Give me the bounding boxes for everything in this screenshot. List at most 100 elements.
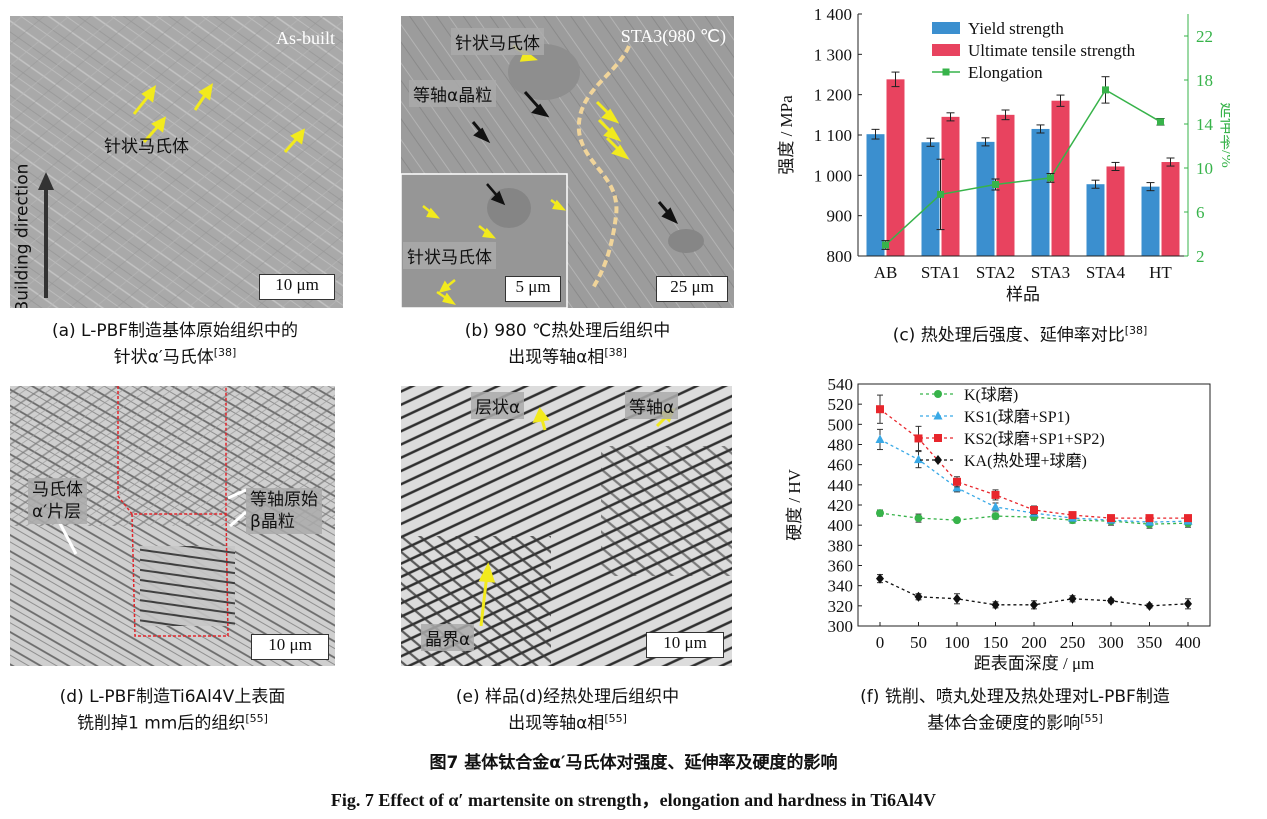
as-built-label: As-built bbox=[275, 28, 335, 48]
elongation-point-2 bbox=[992, 181, 999, 188]
chart-f: 3003203403603804004204404604805005205400… bbox=[785, 375, 1211, 672]
point-2-0 bbox=[876, 405, 884, 414]
ytick-label-3: 1 100 bbox=[814, 126, 852, 145]
point-3-7 bbox=[1145, 600, 1154, 611]
point-3-5 bbox=[1068, 593, 1077, 604]
point-3-1 bbox=[914, 591, 923, 602]
caption-b-line1: (b) 980 ℃热处理后组织中 bbox=[464, 321, 671, 341]
caption-f-line2: 基体合金硬度的影响 bbox=[927, 713, 1081, 734]
f-xtick-label-3: 150 bbox=[983, 633, 1009, 652]
f-xtick-label-2: 100 bbox=[944, 633, 970, 652]
y2tick-label-2: 10 bbox=[1196, 159, 1213, 178]
f-ytick-label-12: 540 bbox=[828, 375, 854, 394]
y2tick-label-4: 18 bbox=[1196, 71, 1213, 90]
caption-c-line1: (c) 热处理后强度、延伸率对比 bbox=[892, 325, 1125, 346]
grain-boundary-alpha-label: 晶界α bbox=[421, 624, 475, 651]
micrograph-e-texture bbox=[401, 386, 732, 666]
f-legend-label-2: KS2(球磨+SP1+SP2) bbox=[964, 430, 1105, 448]
elongation-point-3 bbox=[1047, 174, 1054, 182]
f-ytick-label-10: 500 bbox=[828, 415, 854, 434]
point-2-8 bbox=[1184, 514, 1192, 523]
f-legend-marker-3 bbox=[934, 455, 942, 465]
point-2-7 bbox=[1145, 514, 1154, 523]
f-ytick-label-8: 460 bbox=[828, 456, 854, 475]
caption-f-line1: (f) 铣削、喷丸处理及热处理对L-PBF制造 bbox=[860, 687, 1170, 707]
elongation-point-5 bbox=[1157, 118, 1164, 126]
f-ytick-label-3: 360 bbox=[828, 557, 854, 576]
point-1-1 bbox=[914, 454, 923, 464]
caption-f: (f) 铣削、喷丸处理及热处理对L-PBF制造 基体合金硬度的影响[55] bbox=[775, 686, 1255, 735]
caption-f-ref: [55] bbox=[1080, 712, 1103, 725]
f-xtick-label-5: 250 bbox=[1060, 633, 1086, 652]
f-xtick-label-6: 300 bbox=[1098, 633, 1124, 652]
prior-beta-grain-line1: 等轴原始 bbox=[250, 490, 318, 510]
bar-yield-0 bbox=[866, 134, 885, 256]
f-legend-label-1: KS1(球磨+SP1) bbox=[964, 408, 1070, 426]
point-1-3 bbox=[991, 502, 1000, 511]
scale-bar-a: 10 μm bbox=[259, 274, 335, 300]
point-2-4 bbox=[1030, 506, 1038, 515]
point-3-2 bbox=[953, 593, 961, 604]
point-3-8 bbox=[1184, 598, 1192, 609]
f-legend-label-3: KA(热处理+球磨) bbox=[964, 452, 1087, 470]
legend-label-elongation: Elongation bbox=[968, 63, 1043, 82]
caption-b-ref: [38] bbox=[604, 346, 627, 359]
y2tick-label-3: 14 bbox=[1196, 115, 1214, 134]
point-2-2 bbox=[953, 477, 961, 486]
scale-bar-b-label: 25 μm bbox=[670, 277, 714, 296]
bar-yield-2 bbox=[976, 141, 995, 256]
inset-scale-bar: 5 μm bbox=[505, 276, 561, 302]
f-ytick-label-4: 380 bbox=[828, 536, 854, 555]
caption-c-ref: [38] bbox=[1124, 324, 1148, 337]
caption-e-line2: 出现等轴α相 bbox=[508, 713, 605, 734]
xtick-label-2: STA2 bbox=[976, 263, 1015, 282]
f-legend-marker-1 bbox=[933, 411, 943, 420]
bar-uts-5 bbox=[1161, 162, 1180, 256]
ytick-label-2: 1 000 bbox=[814, 166, 852, 185]
needle-martensite-label-a: 针状马氏体 bbox=[104, 137, 189, 157]
f-xtick-label-7: 350 bbox=[1137, 633, 1163, 652]
bar-uts-0 bbox=[886, 79, 905, 256]
point-2-1 bbox=[914, 434, 923, 443]
f-y-axis-title: 硬度 / HV bbox=[785, 468, 804, 540]
needle-martensite-label-b: 针状马氏体 bbox=[451, 28, 544, 55]
caption-e-line1: (e) 样品(d)经热处理后组织中 bbox=[455, 687, 680, 707]
scale-bar-b: 25 μm bbox=[656, 276, 728, 302]
scale-bar-a-label: 10 μm bbox=[275, 275, 319, 294]
legend-label-uts: Ultimate tensile strength bbox=[968, 41, 1136, 60]
prior-beta-grain-label: 等轴原始 β晶粒 bbox=[246, 488, 322, 534]
legend-label-yield: Yield strength bbox=[968, 19, 1064, 38]
ytick-label-0: 800 bbox=[827, 247, 853, 266]
bar-uts-2 bbox=[996, 114, 1015, 256]
martensite-label-line2: α′片层 bbox=[32, 502, 82, 522]
point-3-4 bbox=[1030, 599, 1038, 610]
f-xtick-label-1: 50 bbox=[910, 633, 927, 652]
bar-uts-4 bbox=[1106, 166, 1125, 256]
point-3-0 bbox=[876, 573, 884, 584]
f-ytick-label-0: 300 bbox=[828, 617, 854, 636]
figure-title-en: Fig. 7 Effect of α′ martensite on streng… bbox=[330, 790, 937, 810]
ytick-label-1: 900 bbox=[827, 207, 853, 226]
inset-needle-martensite-label: 针状马氏体 bbox=[403, 242, 496, 269]
elongation-line bbox=[884, 88, 1161, 246]
point-0-0 bbox=[876, 509, 884, 518]
bar-uts-1 bbox=[941, 116, 960, 256]
caption-b-line2: 出现等轴α相 bbox=[508, 347, 605, 368]
point-2-5 bbox=[1068, 511, 1077, 520]
figure-title-zh: 图7 基体钛合金α′马氏体对强度、延伸率及硬度的影响 bbox=[429, 753, 838, 773]
micrograph-d: 马氏体 α′片层 等轴原始 β晶粒 10 μm bbox=[10, 386, 335, 666]
f-x-axis-title: 距表面深度 / μm bbox=[974, 654, 1095, 672]
point-1-0 bbox=[875, 434, 885, 443]
prior-beta-grain-line2: β晶粒 bbox=[250, 512, 295, 532]
building-direction-label: Building direction bbox=[12, 163, 33, 308]
y2tick-label-0: 2 bbox=[1196, 247, 1205, 266]
f-legend-label-0: K(球磨) bbox=[964, 386, 1018, 404]
f-ytick-label-7: 440 bbox=[828, 476, 854, 495]
micrograph-b: STA3(980 ℃) 针状马氏体 等轴α晶粒 针状马氏体 5 μm 25 μm bbox=[401, 16, 734, 308]
sta3-label: STA3(980 ℃) bbox=[620, 26, 726, 46]
y2tick-label-1: 6 bbox=[1196, 203, 1205, 222]
x-axis-title: 样品 bbox=[1006, 285, 1040, 304]
bar-yield-3 bbox=[1031, 128, 1050, 256]
micrograph-a: As-built 针状马氏体 Building direction 10 μm bbox=[10, 16, 343, 308]
ytick-label-4: 1 200 bbox=[814, 86, 852, 105]
